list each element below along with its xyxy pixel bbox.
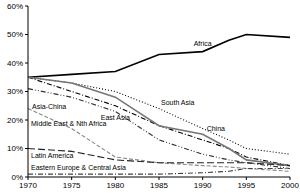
svg-text:1970: 1970 bbox=[19, 181, 37, 190]
svg-text:2000: 2000 bbox=[281, 181, 292, 190]
svg-text:1985: 1985 bbox=[150, 181, 168, 190]
svg-text:1975: 1975 bbox=[63, 181, 81, 190]
svg-text:10%: 10% bbox=[8, 144, 23, 153]
svg-text:Latin America: Latin America bbox=[31, 152, 74, 159]
svg-text:Middle East & Nth Africa: Middle East & Nth Africa bbox=[31, 120, 107, 127]
svg-text:30%: 30% bbox=[8, 87, 23, 96]
svg-text:60%: 60% bbox=[8, 2, 23, 11]
svg-text:20%: 20% bbox=[8, 116, 23, 125]
svg-text:1980: 1980 bbox=[106, 181, 124, 190]
svg-text:Eastern Europe & Central Asia: Eastern Europe & Central Asia bbox=[31, 164, 126, 172]
svg-text:Africa: Africa bbox=[194, 40, 212, 47]
svg-text:China: China bbox=[207, 125, 225, 132]
svg-text:1990: 1990 bbox=[194, 181, 212, 190]
svg-text:East Asia: East Asia bbox=[100, 113, 130, 121]
svg-text:40%: 40% bbox=[8, 59, 23, 68]
svg-text:1995: 1995 bbox=[237, 181, 255, 190]
svg-text:Asia-China: Asia-China bbox=[32, 103, 66, 110]
svg-text:South Asia: South Asia bbox=[161, 99, 195, 106]
svg-text:0%: 0% bbox=[11, 173, 23, 182]
svg-text:50%: 50% bbox=[8, 30, 23, 39]
